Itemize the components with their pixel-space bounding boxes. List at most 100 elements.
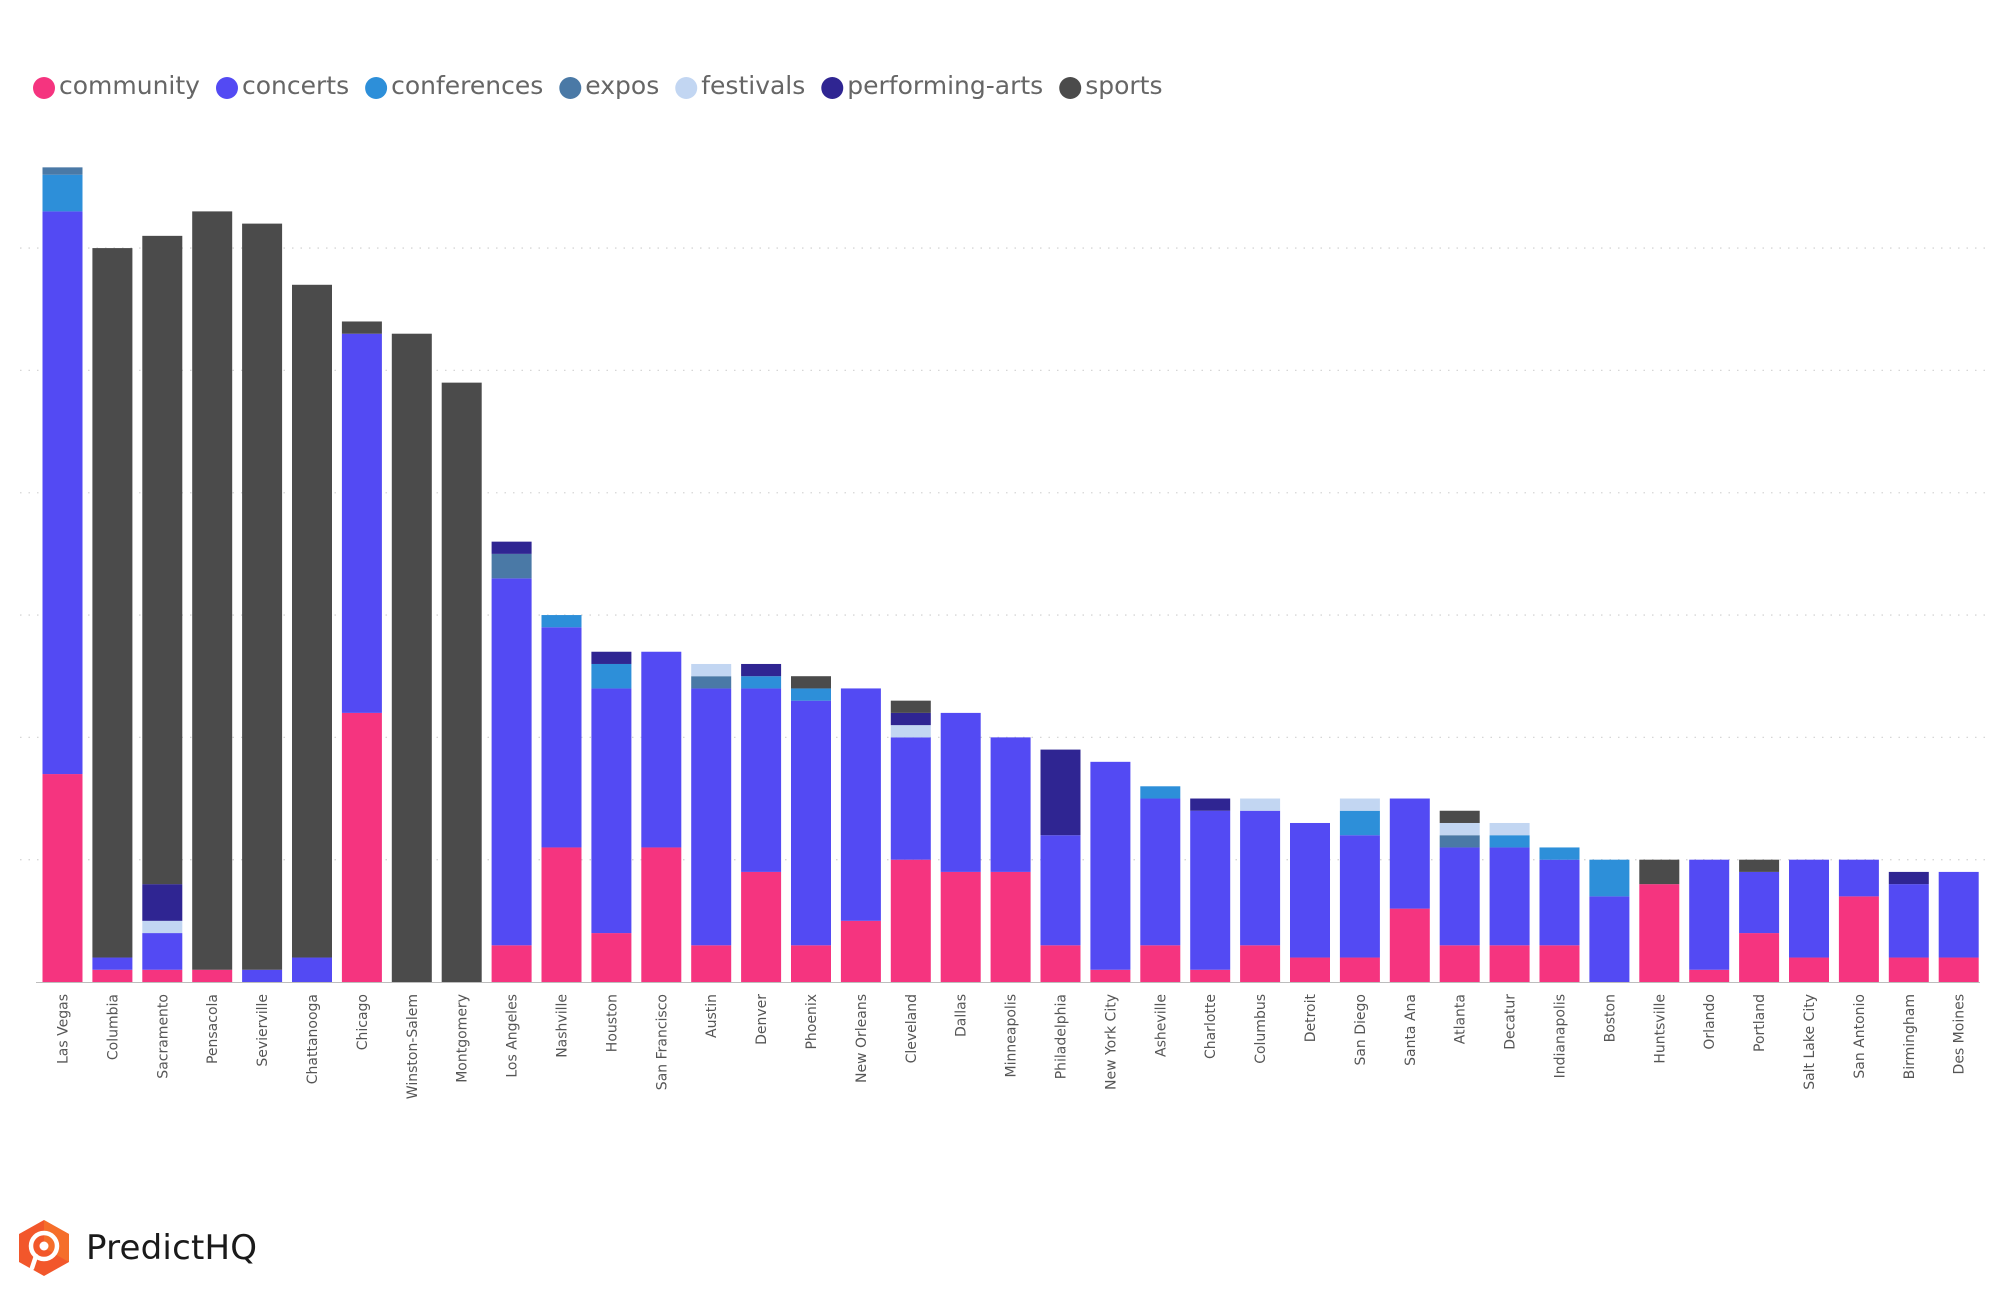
bar-stack[interactable] bbox=[1040, 749, 1081, 982]
bar-segment-community[interactable] bbox=[92, 969, 133, 982]
bar-segment-community[interactable] bbox=[641, 847, 682, 982]
bar-segment-community[interactable] bbox=[1689, 969, 1730, 982]
bar-segment-community[interactable] bbox=[142, 969, 183, 982]
bar-stack[interactable] bbox=[990, 737, 1031, 982]
bar-stack[interactable] bbox=[890, 700, 931, 982]
bar-segment-community[interactable] bbox=[1040, 945, 1081, 982]
bar-segment-festivals[interactable] bbox=[890, 725, 931, 738]
bar-segment-concerts[interactable] bbox=[1240, 810, 1281, 946]
bar-segment-concerts[interactable] bbox=[1938, 871, 1979, 958]
bar-stack[interactable] bbox=[491, 541, 532, 982]
bar-segment-performing-arts[interactable] bbox=[591, 651, 632, 664]
bar-segment-conferences[interactable] bbox=[1489, 835, 1530, 848]
bar-segment-community[interactable] bbox=[1389, 908, 1430, 982]
bar-segment-concerts[interactable] bbox=[1439, 847, 1480, 946]
bar-stack[interactable] bbox=[1290, 822, 1330, 982]
bar-stack[interactable] bbox=[791, 676, 831, 982]
bar-segment-festivals[interactable] bbox=[1489, 822, 1530, 836]
bar-segment-community[interactable] bbox=[1739, 933, 1780, 982]
bar-segment-community[interactable] bbox=[341, 712, 382, 982]
bar-segment-community[interactable] bbox=[42, 774, 83, 982]
bar-stack[interactable] bbox=[391, 333, 432, 982]
bar-segment-concerts[interactable] bbox=[591, 688, 632, 934]
bar-stack[interactable] bbox=[591, 651, 632, 982]
bar-segment-performing-arts[interactable] bbox=[741, 663, 782, 677]
bar-stack[interactable] bbox=[1439, 810, 1480, 982]
bar-segment-concerts[interactable] bbox=[1689, 859, 1730, 970]
bar-segment-concerts[interactable] bbox=[292, 957, 332, 982]
bar-segment-expos[interactable] bbox=[691, 676, 732, 689]
bar-segment-community[interactable] bbox=[1140, 945, 1181, 982]
bar-segment-concerts[interactable] bbox=[242, 969, 283, 982]
bar-segment-performing-arts[interactable] bbox=[491, 541, 532, 554]
bar-stack[interactable] bbox=[192, 211, 233, 982]
legend-item-community[interactable]: community bbox=[33, 71, 200, 100]
bar-segment-community[interactable] bbox=[1489, 945, 1530, 982]
bar-segment-community[interactable] bbox=[691, 945, 732, 982]
bar-stack[interactable] bbox=[1739, 859, 1780, 982]
bar-segment-festivals[interactable] bbox=[691, 663, 732, 677]
bar-stack[interactable] bbox=[1339, 798, 1380, 982]
bar-segment-concerts[interactable] bbox=[1589, 896, 1630, 982]
bar-segment-sports[interactable] bbox=[242, 223, 283, 970]
bar-stack[interactable] bbox=[691, 663, 732, 982]
bar-segment-concerts[interactable] bbox=[1838, 859, 1879, 897]
bar-stack[interactable] bbox=[1938, 871, 1979, 982]
bar-segment-sports[interactable] bbox=[341, 321, 382, 334]
bar-segment-community[interactable] bbox=[741, 871, 782, 982]
bar-segment-sports[interactable] bbox=[92, 248, 133, 958]
bar-segment-performing-arts[interactable] bbox=[890, 712, 931, 726]
bar-segment-community[interactable] bbox=[1339, 957, 1380, 982]
bar-segment-concerts[interactable] bbox=[1290, 822, 1330, 958]
bar-segment-concerts[interactable] bbox=[1888, 884, 1929, 958]
bar-segment-community[interactable] bbox=[1090, 969, 1131, 982]
bar-segment-performing-arts[interactable] bbox=[1888, 871, 1929, 885]
bar-stack[interactable] bbox=[1838, 859, 1879, 982]
legend-item-sports[interactable]: sports bbox=[1059, 71, 1163, 100]
bar-stack[interactable] bbox=[142, 235, 183, 982]
bar-segment-community[interactable] bbox=[940, 871, 981, 982]
bar-segment-community[interactable] bbox=[1888, 957, 1929, 982]
bar-segment-concerts[interactable] bbox=[1339, 835, 1380, 958]
bar-segment-concerts[interactable] bbox=[1739, 871, 1780, 934]
bar-segment-concerts[interactable] bbox=[341, 333, 382, 713]
bar-segment-community[interactable] bbox=[1639, 884, 1680, 982]
bar-segment-sports[interactable] bbox=[1439, 810, 1480, 823]
bar-stack[interactable] bbox=[1639, 859, 1680, 982]
bar-segment-conferences[interactable] bbox=[591, 663, 632, 689]
bar-stack[interactable] bbox=[840, 688, 881, 982]
bar-segment-concerts[interactable] bbox=[890, 737, 931, 860]
bar-stack[interactable] bbox=[1539, 847, 1580, 982]
bar-stack[interactable] bbox=[1140, 786, 1181, 982]
bar-segment-community[interactable] bbox=[1838, 896, 1879, 982]
bar-stack[interactable] bbox=[341, 321, 382, 982]
bar-segment-community[interactable] bbox=[541, 847, 582, 982]
bar-stack[interactable] bbox=[441, 382, 482, 982]
bar-segment-concerts[interactable] bbox=[1789, 859, 1829, 958]
bar-segment-community[interactable] bbox=[840, 920, 881, 982]
bar-segment-concerts[interactable] bbox=[491, 578, 532, 946]
bar-segment-concerts[interactable] bbox=[1090, 761, 1131, 970]
bar-segment-concerts[interactable] bbox=[1190, 810, 1231, 970]
bar-segment-conferences[interactable] bbox=[1339, 810, 1380, 836]
bar-segment-sports[interactable] bbox=[791, 676, 831, 689]
bar-segment-conferences[interactable] bbox=[541, 615, 582, 628]
bar-segment-performing-arts[interactable] bbox=[1040, 749, 1081, 836]
bar-segment-festivals[interactable] bbox=[1439, 822, 1480, 836]
bar-segment-conferences[interactable] bbox=[791, 688, 831, 701]
bar-stack[interactable] bbox=[92, 248, 133, 982]
bar-segment-sports[interactable] bbox=[890, 700, 931, 713]
bar-stack[interactable] bbox=[1090, 761, 1131, 982]
bar-segment-concerts[interactable] bbox=[641, 651, 682, 848]
bar-segment-performing-arts[interactable] bbox=[1190, 798, 1231, 811]
bar-stack[interactable] bbox=[242, 223, 283, 982]
bar-segment-sports[interactable] bbox=[1639, 859, 1680, 885]
bar-segment-concerts[interactable] bbox=[541, 627, 582, 848]
bar-stack[interactable] bbox=[741, 663, 782, 982]
legend-item-festivals[interactable]: festivals bbox=[675, 71, 805, 100]
bar-segment-expos[interactable] bbox=[42, 167, 83, 175]
bar-segment-community[interactable] bbox=[1938, 957, 1979, 982]
bar-segment-concerts[interactable] bbox=[691, 688, 732, 946]
bar-segment-expos[interactable] bbox=[491, 553, 532, 579]
bar-segment-community[interactable] bbox=[192, 969, 233, 982]
